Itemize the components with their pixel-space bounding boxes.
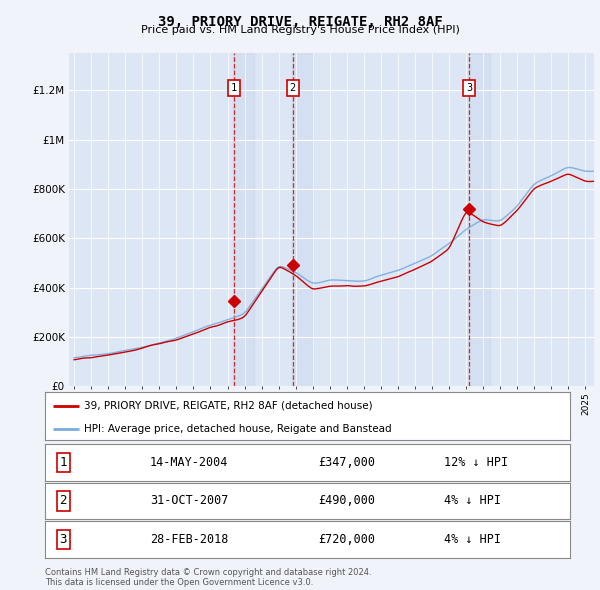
Text: 4% ↓ HPI: 4% ↓ HPI xyxy=(444,494,501,507)
Bar xyxy=(292,53,313,386)
Text: 14-MAY-2004: 14-MAY-2004 xyxy=(150,456,229,469)
Text: 2: 2 xyxy=(59,494,67,507)
Text: 39, PRIORY DRIVE, REIGATE, RH2 8AF: 39, PRIORY DRIVE, REIGATE, RH2 8AF xyxy=(158,15,442,29)
Text: 3: 3 xyxy=(466,83,472,93)
Bar xyxy=(468,53,490,386)
Text: Contains HM Land Registry data © Crown copyright and database right 2024.
This d: Contains HM Land Registry data © Crown c… xyxy=(45,568,371,587)
Bar xyxy=(233,53,254,386)
Text: 2: 2 xyxy=(290,83,296,93)
Text: 3: 3 xyxy=(59,533,67,546)
Text: Price paid vs. HM Land Registry's House Price Index (HPI): Price paid vs. HM Land Registry's House … xyxy=(140,25,460,35)
Text: £347,000: £347,000 xyxy=(318,456,375,469)
Text: 39, PRIORY DRIVE, REIGATE, RH2 8AF (detached house): 39, PRIORY DRIVE, REIGATE, RH2 8AF (deta… xyxy=(85,401,373,411)
Text: 1: 1 xyxy=(231,83,237,93)
Text: £490,000: £490,000 xyxy=(318,494,375,507)
Text: 12% ↓ HPI: 12% ↓ HPI xyxy=(444,456,508,469)
Text: £720,000: £720,000 xyxy=(318,533,375,546)
Text: HPI: Average price, detached house, Reigate and Banstead: HPI: Average price, detached house, Reig… xyxy=(85,424,392,434)
Text: 31-OCT-2007: 31-OCT-2007 xyxy=(150,494,229,507)
Text: 28-FEB-2018: 28-FEB-2018 xyxy=(150,533,229,546)
Text: 1: 1 xyxy=(59,456,67,469)
Text: 4% ↓ HPI: 4% ↓ HPI xyxy=(444,533,501,546)
